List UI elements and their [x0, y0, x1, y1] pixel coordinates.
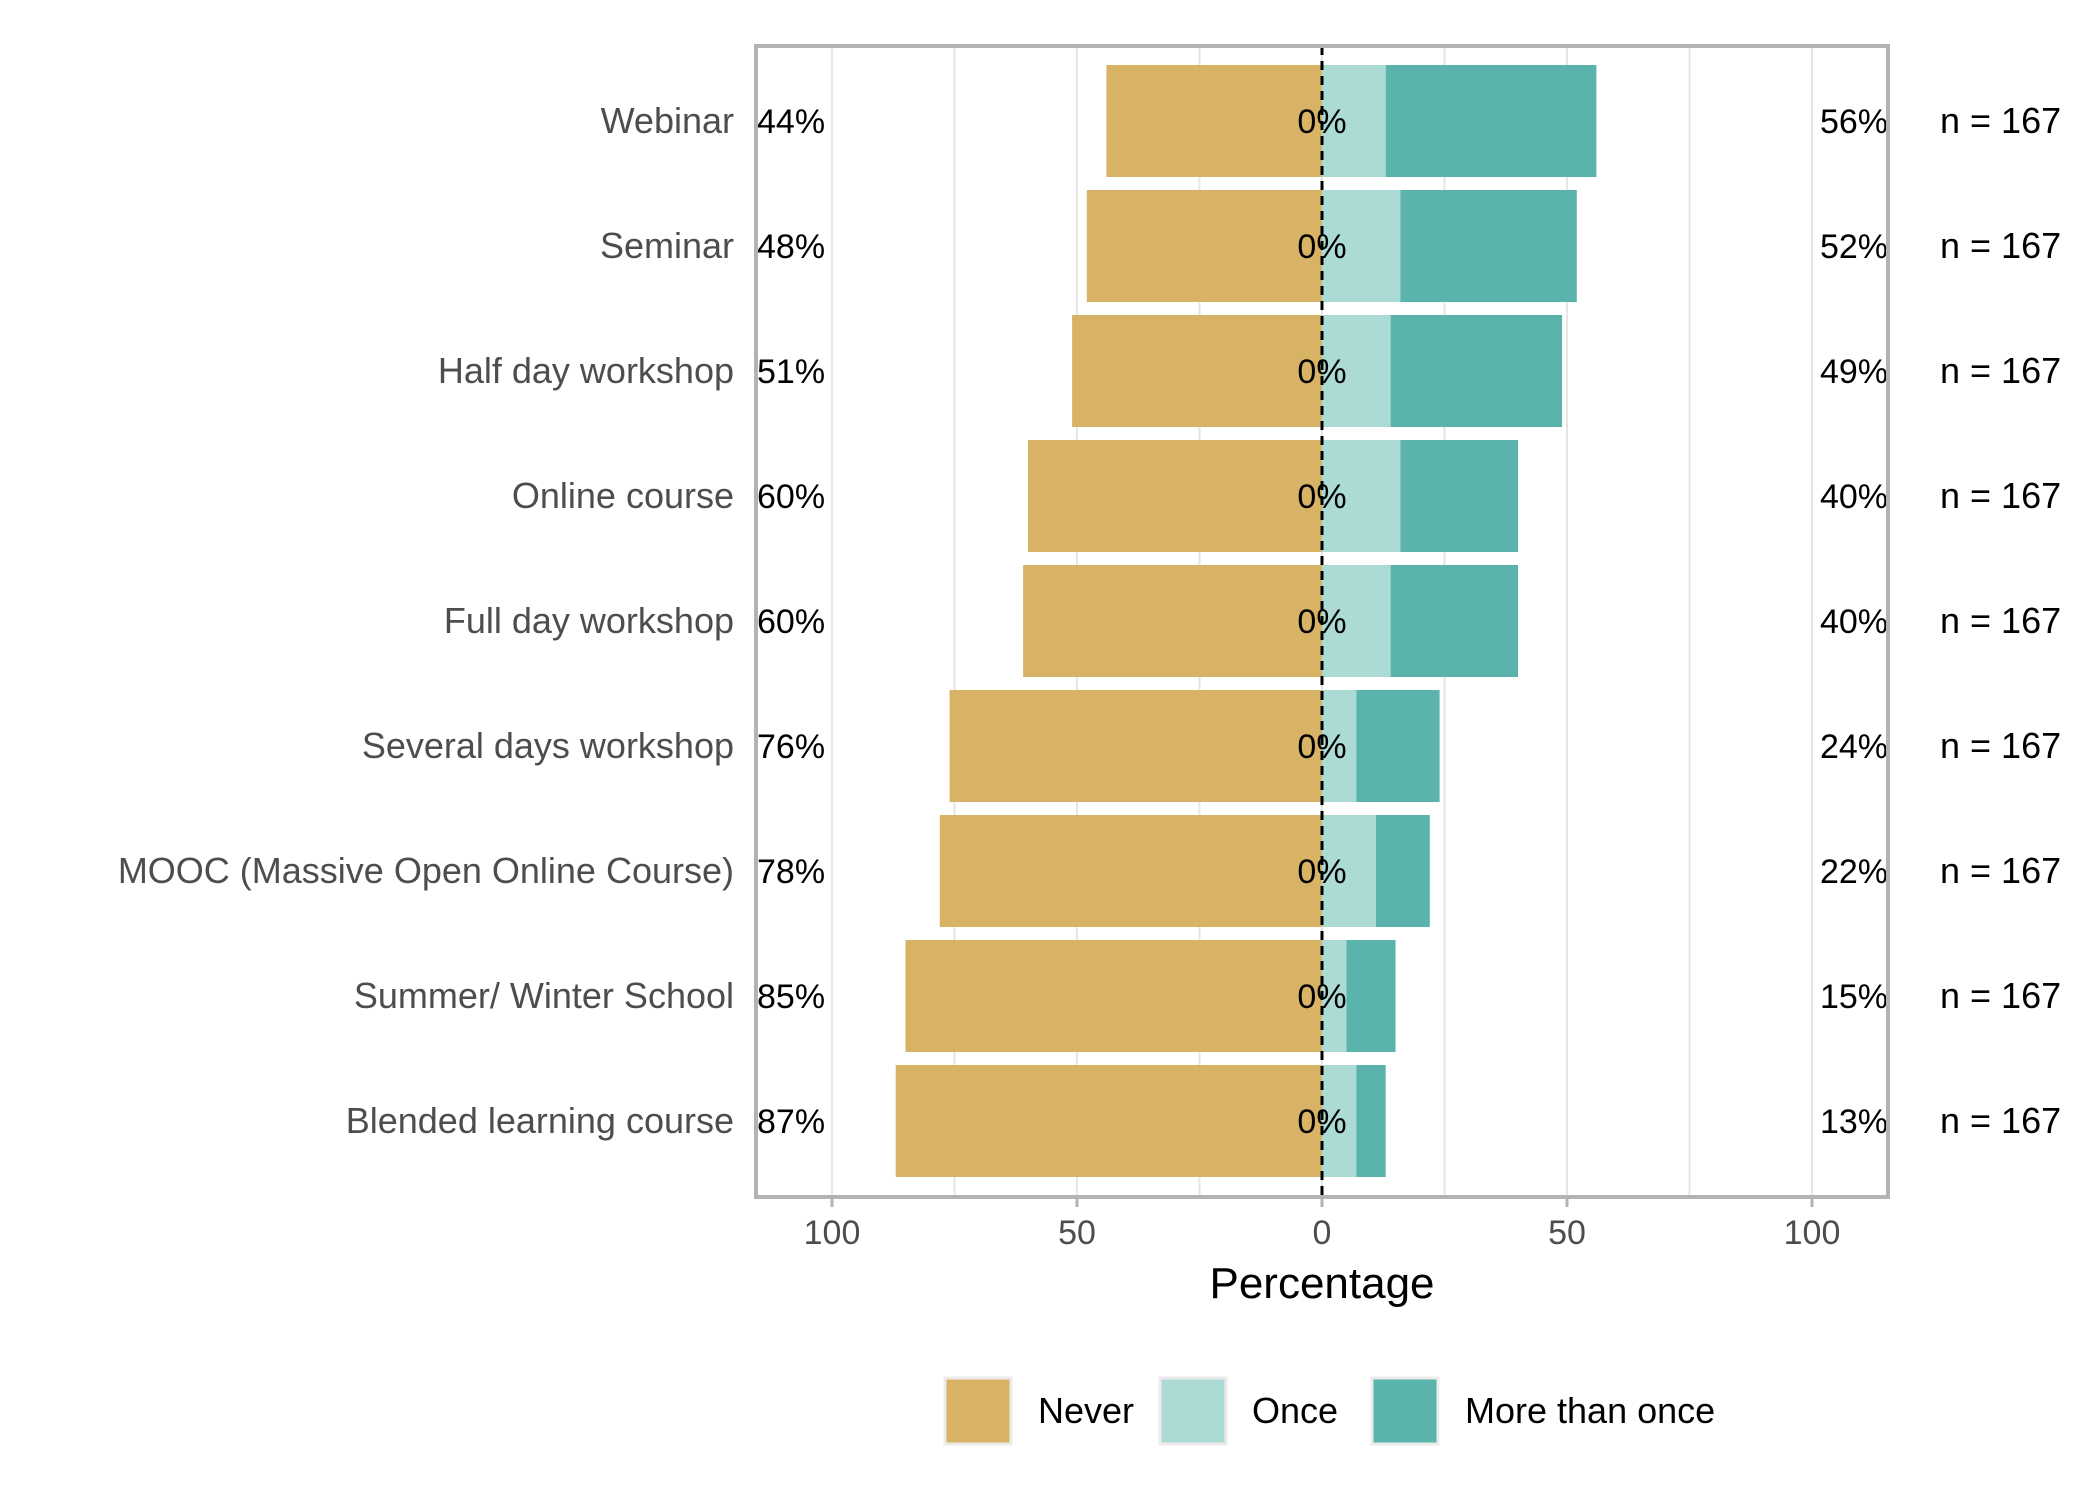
- bar-never: [1106, 65, 1322, 177]
- bar-never: [1028, 440, 1322, 552]
- left-percent-label: 60%: [757, 478, 825, 516]
- legend-label: Once: [1252, 1390, 1338, 1431]
- left-percent-label: 85%: [757, 978, 825, 1016]
- bar-never: [949, 690, 1322, 802]
- category-label: Seminar: [600, 225, 734, 266]
- n-label: n = 167: [1940, 975, 2061, 1016]
- x-tick-label: 50: [1058, 1214, 1096, 1252]
- left-percent-label: 48%: [757, 228, 825, 266]
- category-label: Half day workshop: [438, 350, 734, 391]
- n-label: n = 167: [1940, 1100, 2061, 1141]
- n-label: n = 167: [1940, 600, 2061, 641]
- right-percent-label: 40%: [1820, 478, 1888, 516]
- bar-more-than-once: [1356, 1065, 1386, 1177]
- right-percent-label: 56%: [1820, 103, 1888, 141]
- n-label: n = 167: [1940, 475, 2061, 516]
- n-label: n = 167: [1940, 725, 2061, 766]
- bar-once: [1322, 940, 1347, 1052]
- bar-once: [1322, 440, 1401, 552]
- bar-once: [1322, 315, 1391, 427]
- left-percent-label: 87%: [757, 1103, 825, 1141]
- center-percent-label: 0%: [1297, 1103, 1346, 1141]
- bar-once: [1322, 65, 1386, 177]
- right-percent-label: 24%: [1820, 728, 1888, 766]
- left-percent-label: 76%: [757, 728, 825, 766]
- bar-never: [1072, 315, 1322, 427]
- bar-never: [905, 940, 1322, 1052]
- bar-more-than-once: [1390, 315, 1563, 427]
- category-label: Online course: [512, 475, 734, 516]
- legend-label: Never: [1038, 1390, 1134, 1431]
- category-label: Summer/ Winter School: [354, 975, 734, 1016]
- n-label: n = 167: [1940, 350, 2061, 391]
- bar-once: [1322, 1065, 1357, 1177]
- right-percent-label: 13%: [1820, 1103, 1888, 1141]
- n-label: n = 167: [1940, 225, 2061, 266]
- legend-swatch: [943, 1376, 1013, 1446]
- center-percent-label: 0%: [1297, 353, 1346, 391]
- x-axis-title: Percentage: [1209, 1259, 1434, 1308]
- right-percent-label: 22%: [1820, 853, 1888, 891]
- category-label: Several days workshop: [362, 725, 734, 766]
- right-percent-label: 40%: [1820, 603, 1888, 641]
- bar-never: [1086, 190, 1322, 302]
- right-percent-label: 49%: [1820, 353, 1888, 391]
- x-tick-label: 100: [1784, 1214, 1841, 1252]
- category-label: Full day workshop: [444, 600, 734, 641]
- center-percent-label: 0%: [1297, 728, 1346, 766]
- bar-more-than-once: [1346, 940, 1396, 1052]
- right-percent-label: 52%: [1820, 228, 1888, 266]
- n-label: n = 167: [1940, 850, 2061, 891]
- right-percent-label: 15%: [1820, 978, 1888, 1016]
- bar-more-than-once: [1385, 65, 1597, 177]
- left-percent-label: 78%: [757, 853, 825, 891]
- n-label: n = 167: [1940, 100, 2061, 141]
- bar-more-than-once: [1356, 690, 1440, 802]
- bar-once: [1322, 690, 1357, 802]
- bar-once: [1322, 190, 1401, 302]
- category-label: Blended learning course: [346, 1100, 734, 1141]
- bar-never: [939, 815, 1322, 927]
- bar-more-than-once: [1390, 565, 1518, 677]
- bar-never: [1023, 565, 1322, 677]
- x-tick-label: 100: [804, 1214, 861, 1252]
- legend-swatch: [1370, 1376, 1440, 1446]
- legend-label: More than once: [1465, 1390, 1715, 1431]
- bar-once: [1322, 815, 1376, 927]
- x-tick-label: 50: [1548, 1214, 1586, 1252]
- category-label: Webinar: [601, 100, 734, 141]
- bar-more-than-once: [1400, 190, 1577, 302]
- left-percent-label: 44%: [757, 103, 825, 141]
- x-tick-label: 0: [1313, 1214, 1332, 1252]
- left-percent-label: 60%: [757, 603, 825, 641]
- bar-more-than-once: [1400, 440, 1518, 552]
- bar-more-than-once: [1375, 815, 1430, 927]
- category-label: MOOC (Massive Open Online Course): [118, 850, 734, 891]
- legend-swatch: [1158, 1376, 1228, 1446]
- left-percent-label: 51%: [757, 353, 825, 391]
- bar-never: [895, 1065, 1322, 1177]
- bar-once: [1322, 565, 1391, 677]
